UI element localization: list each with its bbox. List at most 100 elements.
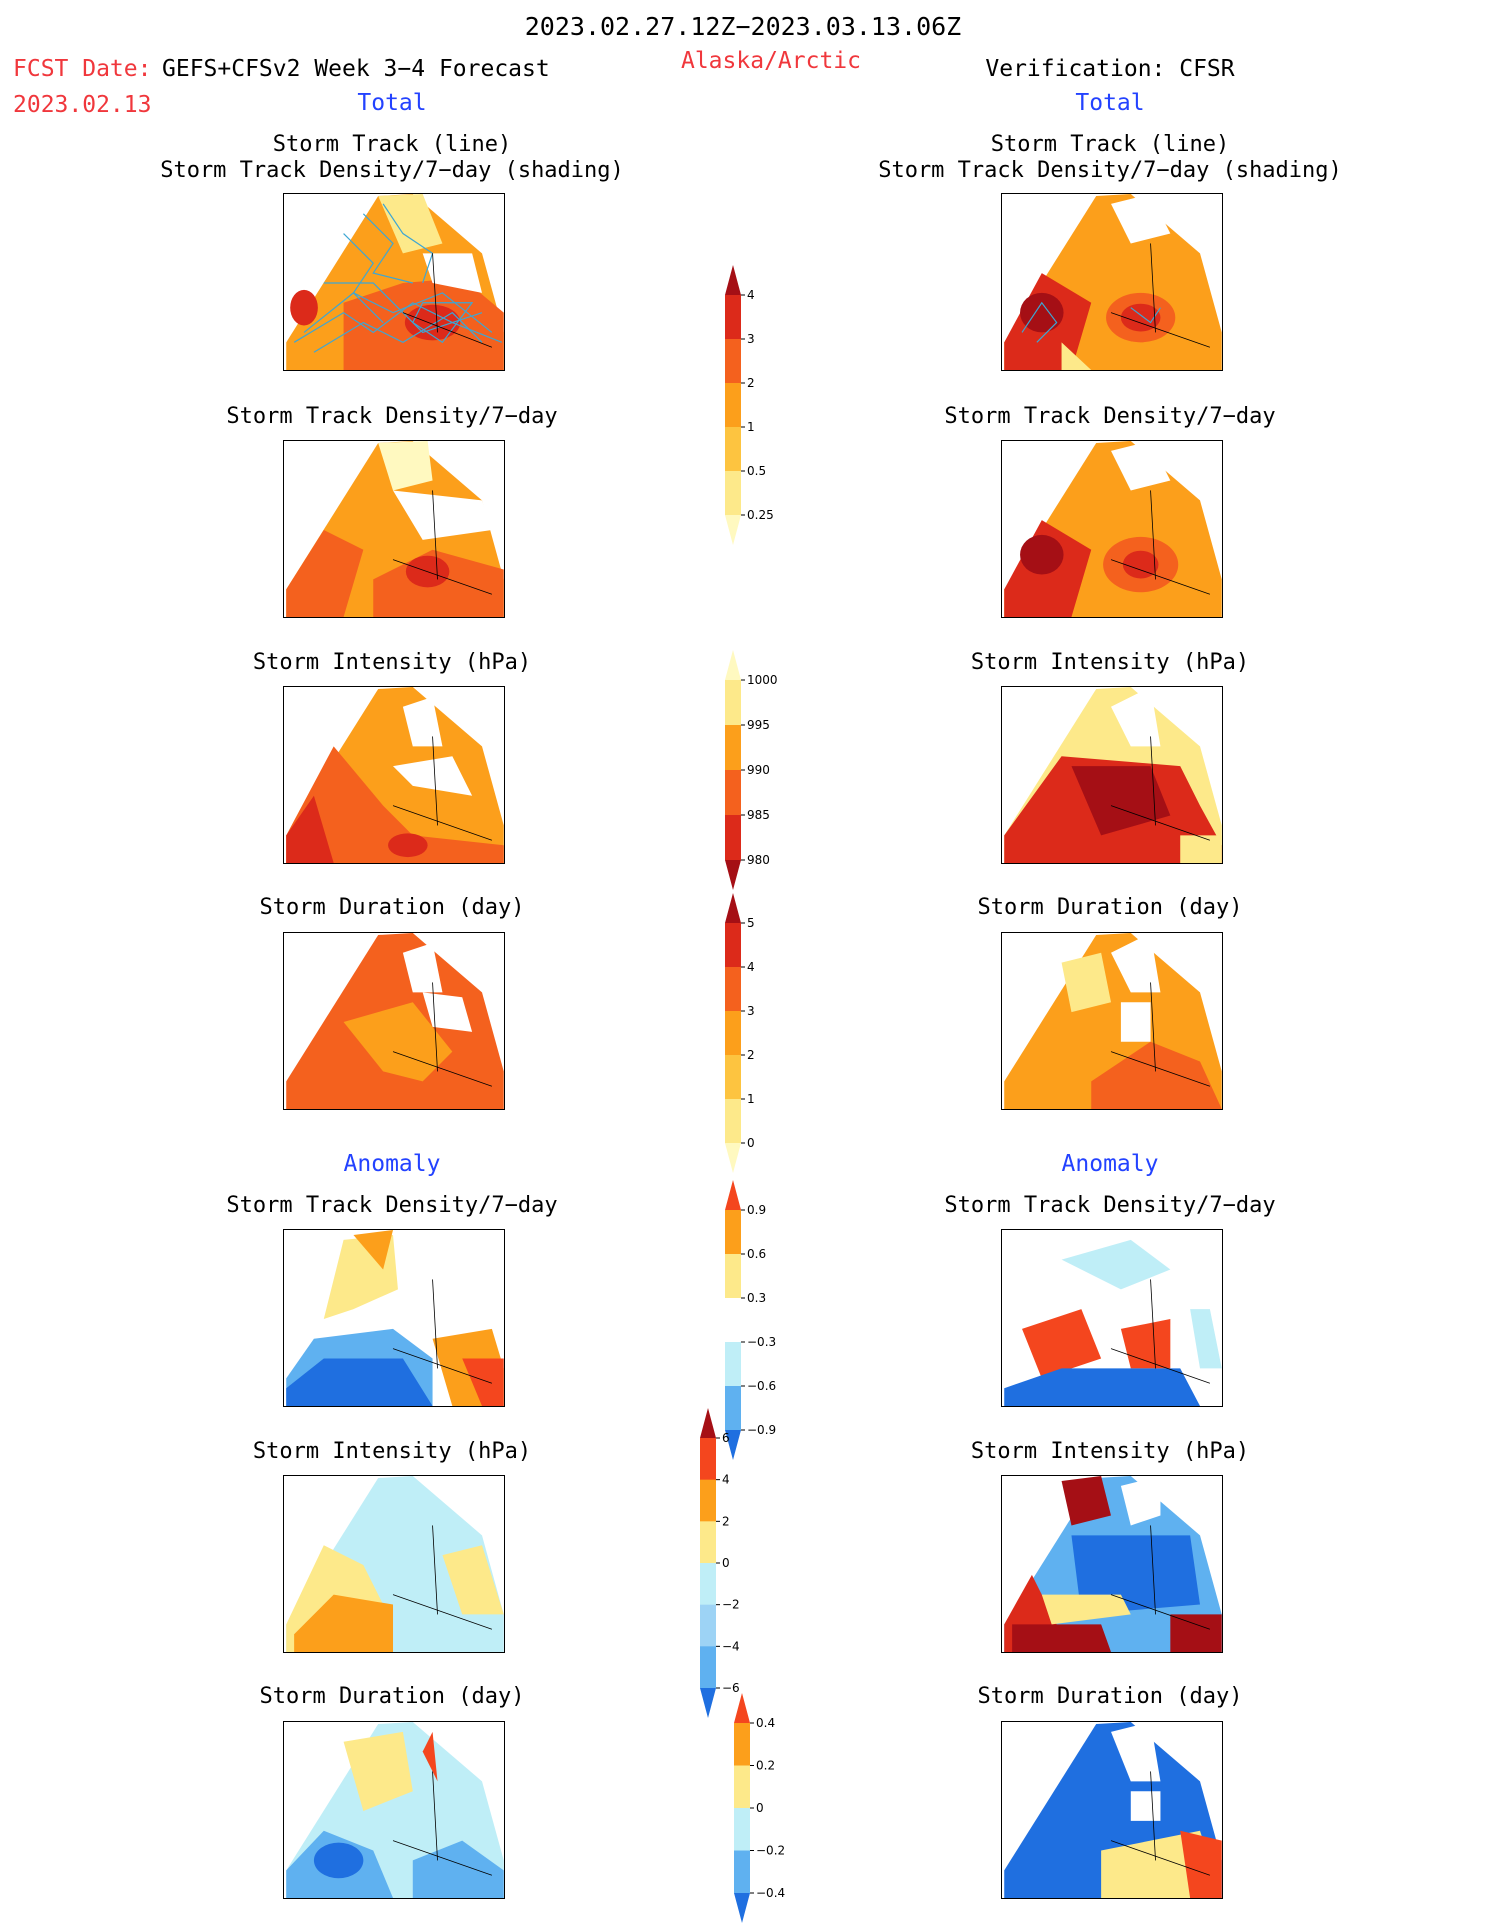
map-left-intensity — [283, 686, 505, 864]
colorbar-segment — [725, 427, 741, 472]
colorbar-tick-label: 2 — [747, 376, 755, 390]
total-left-label: Total — [357, 90, 427, 116]
colorbar-tick-label: −0.2 — [756, 1844, 785, 1858]
colorbar-segment — [700, 1521, 716, 1564]
colorbar-tick-label: −2 — [722, 1598, 740, 1612]
colorbar-segment — [725, 815, 741, 861]
colorbar-top-arrow — [725, 1180, 741, 1210]
colorbar-segment — [725, 1342, 741, 1387]
colorbar-segment — [700, 1563, 716, 1606]
left-anom-density-title: Storm Track Density/7−day — [226, 1193, 558, 1218]
colorbar-top-arrow — [725, 650, 741, 680]
total-right-label: Total — [1075, 90, 1145, 116]
anomaly-right-label: Anomaly — [1061, 1151, 1159, 1177]
colorbar-tick-label: 6 — [722, 1431, 730, 1445]
colorbar-segment — [734, 1850, 750, 1894]
colorbar-segment — [725, 725, 741, 771]
colorbar-segment — [725, 1254, 741, 1299]
colorbar-bottom-arrow — [725, 515, 741, 545]
colorbar-segment — [700, 1646, 716, 1689]
fcst-date: 2023.02.13 — [13, 92, 152, 118]
colorbar-segment — [725, 471, 741, 516]
colorbar-bottom-arrow — [725, 1430, 741, 1460]
map-left-anom-density — [283, 1229, 505, 1407]
colorbar-tick-label: 2 — [722, 1514, 730, 1528]
colorbar-tick-label: −0.4 — [756, 1886, 785, 1900]
colorbar-segment — [734, 1723, 750, 1766]
colorbar-tick-label: 990 — [747, 763, 770, 777]
colorbar-top-arrow — [725, 265, 741, 295]
right-density-title: Storm Track Density/7−day — [944, 404, 1276, 429]
left-track-line-title: Storm Track (line) — [272, 132, 512, 157]
colorbar-tick-label: 0.3 — [747, 1291, 766, 1305]
colorbar-tick-label: 985 — [747, 808, 770, 822]
map-right-duration — [1001, 932, 1223, 1110]
colorbar-tick-label: 1 — [747, 420, 755, 434]
colorbar-segment — [700, 1604, 716, 1647]
colorbar-tick-label: 4 — [722, 1473, 730, 1487]
map-left-duration — [283, 932, 505, 1110]
colorbar-tick-label: 0.6 — [747, 1247, 766, 1261]
colorbar-duration-anom: 0.4 0.2 0 −0.2 −0.4 — [734, 1693, 804, 1923]
colorbar-tick-label: 4 — [747, 960, 755, 974]
colorbar-intensity-anom: 6 4 2 0 −2 −4 −6 — [700, 1408, 770, 1718]
colorbar-segment — [700, 1438, 716, 1481]
colorbar-density-anom: 0.9 0.6 0.3 −0.3 −0.6 −0.9 — [725, 1180, 795, 1460]
colorbar-tick-label: 3 — [747, 1004, 755, 1018]
colorbar-tick-label: 980 — [747, 853, 770, 867]
map-right-intensity — [1001, 686, 1223, 864]
left-anom-intensity-title: Storm Intensity (hPa) — [252, 1439, 532, 1464]
fcst-date-label: FCST Date: — [13, 56, 152, 82]
colorbar-tick-label: 5 — [747, 916, 755, 930]
right-track-shading-title: Storm Track Density/7−day (shading) — [878, 158, 1342, 183]
right-duration-title: Storm Duration (day) — [977, 895, 1243, 920]
colorbar-tick-label: −4 — [722, 1639, 740, 1653]
right-anom-intensity-title: Storm Intensity (hPa) — [970, 1439, 1250, 1464]
colorbar-top-arrow — [734, 1693, 750, 1723]
colorbar-segment — [734, 1765, 750, 1809]
right-intensity-title: Storm Intensity (hPa) — [970, 650, 1250, 675]
right-track-line-title: Storm Track (line) — [990, 132, 1230, 157]
page-title: 2023.02.27.12Z−2023.03.13.06Z — [524, 12, 962, 41]
colorbar-segment — [725, 1210, 741, 1255]
colorbar-tick-label: 0 — [722, 1556, 730, 1570]
map-right-track — [1001, 193, 1223, 371]
map-left-anom-intensity — [283, 1475, 505, 1653]
verification-label: Verification: CFSR — [985, 56, 1235, 82]
colorbar-segment — [725, 680, 741, 726]
right-anom-density-title: Storm Track Density/7−day — [944, 1193, 1276, 1218]
colorbar-density-total: 4 3 2 1 0.5 0.25 — [725, 265, 795, 545]
colorbar-bottom-arrow — [700, 1688, 716, 1718]
colorbar-segment — [725, 295, 741, 340]
colorbar-segment — [725, 1011, 741, 1056]
map-right-anom-density — [1001, 1229, 1223, 1407]
colorbar-tick-label: 2 — [747, 1048, 755, 1062]
colorbar-segment — [725, 1055, 741, 1100]
colorbar-intensity-total: 1000 995 990 985 980 — [725, 650, 795, 890]
colorbar-segment — [725, 967, 741, 1012]
colorbar-tick-label: 0.2 — [756, 1759, 775, 1773]
colorbar-segment — [725, 923, 741, 968]
left-anom-duration-title: Storm Duration (day) — [259, 1684, 525, 1709]
map-left-track — [283, 193, 505, 371]
colorbar-segment — [734, 1808, 750, 1851]
colorbar-top-arrow — [725, 893, 741, 923]
colorbar-tick-label: 995 — [747, 718, 770, 732]
colorbar-tick-label: −0.6 — [747, 1379, 776, 1393]
map-right-anom-intensity — [1001, 1475, 1223, 1653]
map-left-density — [283, 440, 505, 618]
colorbar-segment — [725, 1099, 741, 1144]
colorbar-segment — [725, 1298, 741, 1343]
anomaly-left-label: Anomaly — [343, 1151, 441, 1177]
colorbar-segment — [725, 383, 741, 428]
colorbar-tick-label: −6 — [722, 1681, 740, 1695]
colorbar-tick-label: 1 — [747, 1092, 755, 1106]
fcst-model: GEFS+CFSv2 Week 3−4 Forecast — [162, 56, 550, 82]
colorbar-segment — [725, 339, 741, 384]
colorbar-duration-total: 5 4 3 2 1 0 — [725, 893, 795, 1173]
left-intensity-title: Storm Intensity (hPa) — [252, 650, 532, 675]
left-track-shading-title: Storm Track Density/7−day (shading) — [160, 158, 624, 183]
colorbar-tick-label: 0.25 — [747, 508, 774, 522]
colorbar-tick-label: 0.9 — [747, 1203, 766, 1217]
region-label: Alaska/Arctic — [680, 48, 862, 74]
